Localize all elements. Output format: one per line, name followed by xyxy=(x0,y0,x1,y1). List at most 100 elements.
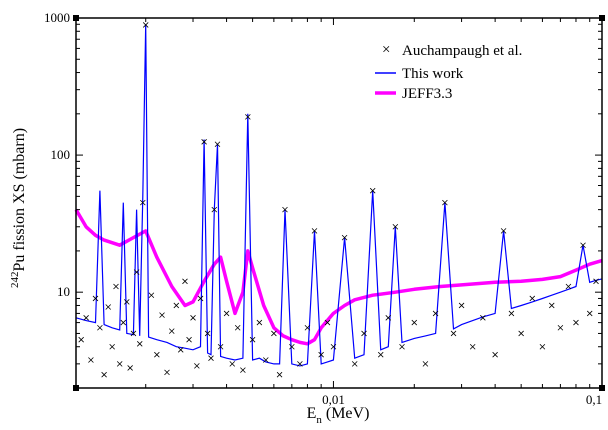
auchampaugh-point xyxy=(330,343,337,350)
auchampaugh-point xyxy=(565,283,572,290)
auchampaugh-point xyxy=(361,330,367,337)
auchampaugh-point xyxy=(101,371,107,378)
auchampaugh-point xyxy=(256,319,263,326)
auchampaugh-point xyxy=(289,343,295,350)
auchampaugh-point xyxy=(469,343,476,350)
auchampaugh-point xyxy=(377,351,384,358)
auchampaugh-point xyxy=(500,228,507,234)
auchampaugh-point xyxy=(399,343,405,350)
auchampaugh-point xyxy=(177,347,184,353)
plot-frame xyxy=(75,17,603,389)
auchampaugh-point xyxy=(249,336,256,343)
legend-marker-auchampaugh: × xyxy=(382,42,390,58)
auchampaugh-point xyxy=(311,228,318,234)
auchampaugh-point xyxy=(304,324,311,331)
data-layer xyxy=(74,22,603,378)
auchampaugh-point xyxy=(341,234,348,241)
auchampaugh-point xyxy=(324,319,331,326)
auchampaugh-point xyxy=(385,315,392,321)
ticks-layer: 10 100 1000 0,01 0,1 xyxy=(44,10,605,407)
auchampaugh-point xyxy=(127,365,133,371)
auchampaugh-point xyxy=(116,361,123,367)
x-axis-label-unit: (MeV) xyxy=(322,405,370,422)
auchampaugh-point xyxy=(351,361,358,367)
legend: × Auchampaugh et al. This work JEFF3.3 xyxy=(375,42,522,102)
auchampaugh-point xyxy=(492,351,498,358)
auchampaugh-point xyxy=(217,343,224,350)
auchampaugh-point xyxy=(204,330,211,337)
auchampaugh-point xyxy=(105,304,112,310)
auchampaugh-point xyxy=(120,319,127,326)
legend-label-jeff: JEFF3.3 xyxy=(402,86,452,102)
auchampaugh-point xyxy=(422,361,429,367)
auchampaugh-point xyxy=(276,371,283,378)
auchampaugh-point xyxy=(159,312,165,318)
auchampaugh-point xyxy=(208,355,214,361)
auchampaugh-point xyxy=(88,357,94,363)
x-tick-label: 0,1 xyxy=(586,392,602,407)
auchampaugh-point xyxy=(201,139,207,145)
auchampaugh-point xyxy=(139,199,146,206)
auchampaugh-point xyxy=(83,315,89,321)
legend-label-this-work: This work xyxy=(402,66,464,82)
auchampaugh-point xyxy=(194,363,200,369)
y-tick-label: 10 xyxy=(57,284,70,299)
auchampaugh-point xyxy=(136,341,143,347)
series-jeff-line xyxy=(74,208,603,346)
auchampaugh-point xyxy=(411,319,418,326)
auchampaugh-point xyxy=(97,324,103,331)
auchampaugh-point xyxy=(197,295,204,302)
auchampaugh-point xyxy=(148,292,155,299)
auchampaugh-point xyxy=(508,310,515,317)
y-axis-label-sup: 242 xyxy=(9,272,21,289)
auchampaugh-point xyxy=(92,295,99,302)
auchampaugh-point xyxy=(113,283,119,290)
auchampaugh-point xyxy=(480,315,486,321)
auchampaugh-point xyxy=(297,361,303,367)
auchampaugh-point xyxy=(573,319,579,326)
auchampaugh-point xyxy=(245,114,251,120)
corner-marker xyxy=(599,385,605,391)
auchampaugh-point xyxy=(593,278,599,285)
x-axis-label-main: E xyxy=(307,405,317,422)
auchampaugh-point xyxy=(458,302,465,309)
auchampaugh-point xyxy=(271,330,277,337)
x-axis-label: En (MeV) xyxy=(307,405,370,426)
auchampaugh-point xyxy=(186,336,192,343)
auchampaugh-point xyxy=(442,199,448,206)
corner-marker xyxy=(599,15,605,21)
auchampaugh-point xyxy=(539,343,546,350)
corner-marker xyxy=(73,385,79,391)
auchampaugh-point xyxy=(586,310,593,317)
auchampaugh-point xyxy=(240,367,246,373)
auchampaugh-point xyxy=(211,206,218,213)
auchampaugh-point xyxy=(173,302,180,309)
series-this-work-line xyxy=(75,24,603,367)
auchampaugh-point xyxy=(432,310,439,317)
auchampaugh-point xyxy=(190,315,196,321)
auchampaugh-point xyxy=(518,330,524,337)
legend-label-auchampaugh: Auchampaugh et al. xyxy=(402,43,522,59)
x-tick-label: 0,01 xyxy=(322,392,345,407)
x-axis-label-sub: n xyxy=(316,414,322,426)
auchampaugh-point xyxy=(580,242,586,249)
auchampaugh-point xyxy=(450,330,457,337)
auchampaugh-point xyxy=(282,206,288,213)
auchampaugh-point xyxy=(154,351,160,358)
auchampaugh-point xyxy=(318,351,324,358)
auchampaugh-point xyxy=(229,361,236,367)
auchampaugh-point xyxy=(557,324,564,331)
auchampaugh-point xyxy=(214,141,221,148)
auchampaugh-point xyxy=(182,278,188,285)
auchampaugh-point xyxy=(263,357,269,363)
auchampaugh-point xyxy=(109,343,115,350)
y-tick-label: 1000 xyxy=(44,10,70,25)
auchampaugh-point xyxy=(133,269,140,275)
auchampaugh-point xyxy=(529,295,536,302)
auchampaugh-point xyxy=(234,324,241,331)
y-tick-label: 100 xyxy=(51,147,71,162)
auchampaugh-point xyxy=(548,302,555,309)
auchampaugh-point xyxy=(168,328,175,334)
y-axis-label: 242Pu fission XS (mbarn) xyxy=(9,128,28,288)
